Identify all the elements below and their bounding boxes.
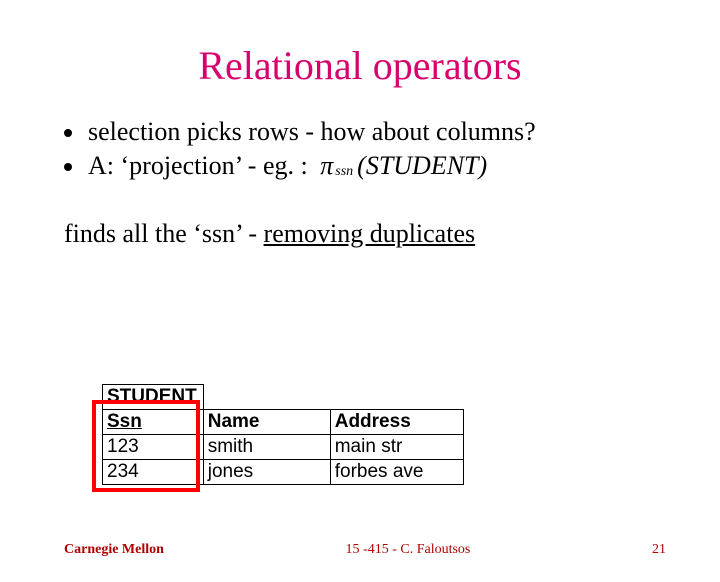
bullet-text: A: ‘projection’ - eg. : πssn(STUDENT) (88, 151, 487, 181)
pi-subscript: ssn (335, 164, 353, 180)
table-row: 234 jones forbes ave (103, 460, 464, 485)
student-table: STUDENT Ssn Name Address 123 smith main … (102, 384, 464, 485)
table-cell: main str (330, 435, 463, 460)
slide-title: Relational operators (0, 42, 720, 89)
table-row: 123 smith main str (103, 435, 464, 460)
pi-symbol-icon: π (320, 151, 333, 181)
table-cell: 123 (103, 435, 204, 460)
table-header-row: Ssn Name Address (103, 410, 464, 435)
footer-left: Carnegie Mellon (64, 542, 164, 558)
statement-underlined: removing duplicates (264, 219, 476, 248)
table-empty-cell (330, 385, 463, 410)
footer-page-number: 21 (652, 542, 666, 558)
table-caption: STUDENT (103, 385, 204, 410)
bullet-list: selection picks rows - how about columns… (64, 117, 680, 181)
bullet-item: A: ‘projection’ - eg. : πssn(STUDENT) (64, 151, 680, 181)
table-caption-row: STUDENT (103, 385, 464, 410)
table-cell: jones (203, 460, 330, 485)
statement-line: finds all the ‘ssn’ - removing duplicate… (64, 219, 720, 249)
bullet-item: selection picks rows - how about columns… (64, 117, 680, 147)
table-empty-cell (203, 385, 330, 410)
table-cell: forbes ave (330, 460, 463, 485)
table-cell: 234 (103, 460, 204, 485)
table-header-name: Name (203, 410, 330, 435)
bullet-dot-icon (64, 163, 72, 171)
student-table-wrap: STUDENT Ssn Name Address 123 smith main … (102, 384, 464, 485)
projection-expression: πssn(STUDENT) (320, 151, 487, 181)
table-header-ssn: Ssn (103, 410, 204, 435)
footer-center: 15 -415 - C. Faloutsos (346, 542, 471, 558)
table-cell: smith (203, 435, 330, 460)
pi-argument: (STUDENT) (357, 151, 487, 181)
bullet-dot-icon (64, 129, 72, 137)
table-header-address: Address (330, 410, 463, 435)
slide-footer: Carnegie Mellon 15 -415 - C. Faloutsos 2… (0, 542, 720, 558)
bullet-text: selection picks rows - how about columns… (88, 117, 536, 147)
